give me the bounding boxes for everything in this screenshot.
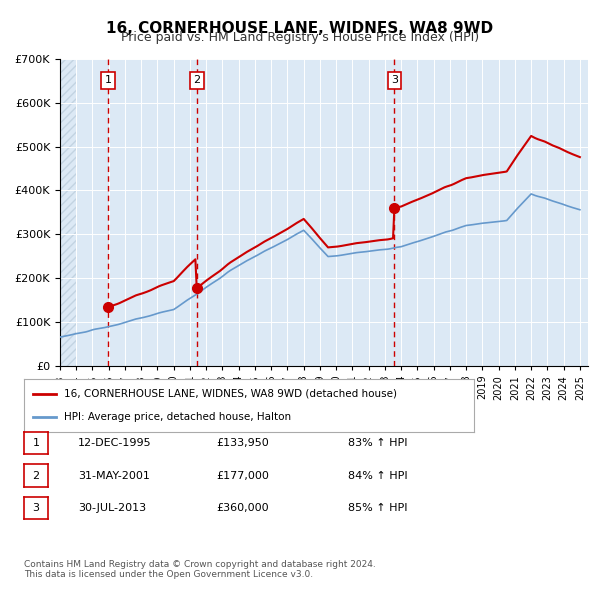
Text: 31-MAY-2001: 31-MAY-2001 bbox=[78, 471, 150, 480]
Text: 83% ↑ HPI: 83% ↑ HPI bbox=[348, 438, 407, 448]
Text: £133,950: £133,950 bbox=[216, 438, 269, 448]
Text: 85% ↑ HPI: 85% ↑ HPI bbox=[348, 503, 407, 513]
Text: 30-JUL-2013: 30-JUL-2013 bbox=[78, 503, 146, 513]
Text: 3: 3 bbox=[32, 503, 40, 513]
Bar bbox=[60, 59, 76, 366]
Text: 1: 1 bbox=[104, 76, 112, 86]
Text: HPI: Average price, detached house, Halton: HPI: Average price, detached house, Halt… bbox=[65, 412, 292, 422]
Text: 12-DEC-1995: 12-DEC-1995 bbox=[78, 438, 152, 448]
Text: 84% ↑ HPI: 84% ↑ HPI bbox=[348, 471, 407, 480]
Text: 3: 3 bbox=[391, 76, 398, 86]
Text: £360,000: £360,000 bbox=[216, 503, 269, 513]
Text: £177,000: £177,000 bbox=[216, 471, 269, 480]
Text: 16, CORNERHOUSE LANE, WIDNES, WA8 9WD: 16, CORNERHOUSE LANE, WIDNES, WA8 9WD bbox=[106, 21, 494, 35]
Text: Price paid vs. HM Land Registry's House Price Index (HPI): Price paid vs. HM Land Registry's House … bbox=[121, 31, 479, 44]
Text: 1: 1 bbox=[32, 438, 40, 448]
Text: Contains HM Land Registry data © Crown copyright and database right 2024.
This d: Contains HM Land Registry data © Crown c… bbox=[24, 560, 376, 579]
Text: 2: 2 bbox=[32, 471, 40, 480]
Text: 16, CORNERHOUSE LANE, WIDNES, WA8 9WD (detached house): 16, CORNERHOUSE LANE, WIDNES, WA8 9WD (d… bbox=[65, 389, 398, 399]
Text: 2: 2 bbox=[193, 76, 200, 86]
Bar bbox=[60, 59, 76, 366]
